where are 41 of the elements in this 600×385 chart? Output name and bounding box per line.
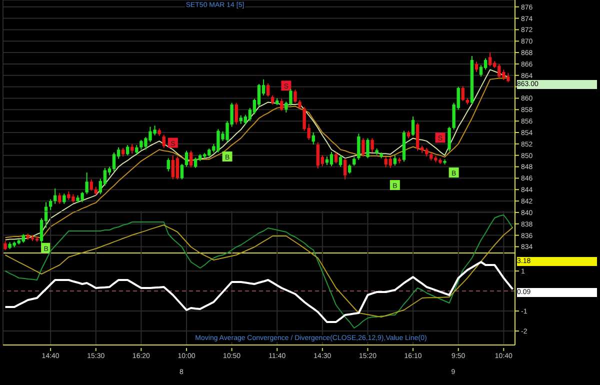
candlestick — [90, 178, 93, 192]
candlestick — [266, 82, 270, 98]
candlestick — [370, 138, 374, 153]
candlestick — [338, 154, 342, 168]
candlestick — [270, 94, 274, 106]
candlestick — [357, 133, 360, 160]
candlestick — [411, 116, 415, 136]
candlestick — [48, 198, 52, 211]
candlestick — [334, 152, 338, 164]
candlestick — [330, 151, 334, 167]
candlestick — [234, 102, 238, 125]
candlestick — [54, 188, 57, 204]
candlestick — [474, 61, 478, 72]
candlestick — [280, 98, 284, 112]
candlestick — [194, 157, 198, 168]
candlestick — [294, 89, 297, 104]
candlestick — [343, 158, 347, 180]
candlestick — [348, 164, 352, 174]
candlestick — [62, 193, 66, 204]
candlestick — [135, 144, 138, 155]
candlestick — [448, 126, 451, 152]
candlestick — [416, 122, 420, 152]
candlestick — [180, 163, 184, 180]
candlestick — [362, 138, 365, 157]
candlestick — [366, 138, 370, 159]
candlestick — [461, 86, 464, 102]
candlestick — [312, 132, 315, 145]
candlestick — [393, 154, 397, 166]
candlestick — [189, 150, 193, 168]
candlestick — [162, 134, 166, 148]
candlestick — [184, 150, 188, 168]
candlestick — [316, 142, 320, 169]
candlestick — [85, 172, 88, 195]
candlestick — [488, 52, 492, 67]
candlestick — [4, 240, 7, 251]
line-series — [4, 261, 514, 323]
candlestick — [171, 154, 175, 180]
candlestick — [112, 152, 116, 172]
candlestick — [176, 156, 180, 180]
candlestick — [166, 158, 170, 172]
candlestick — [130, 143, 134, 154]
